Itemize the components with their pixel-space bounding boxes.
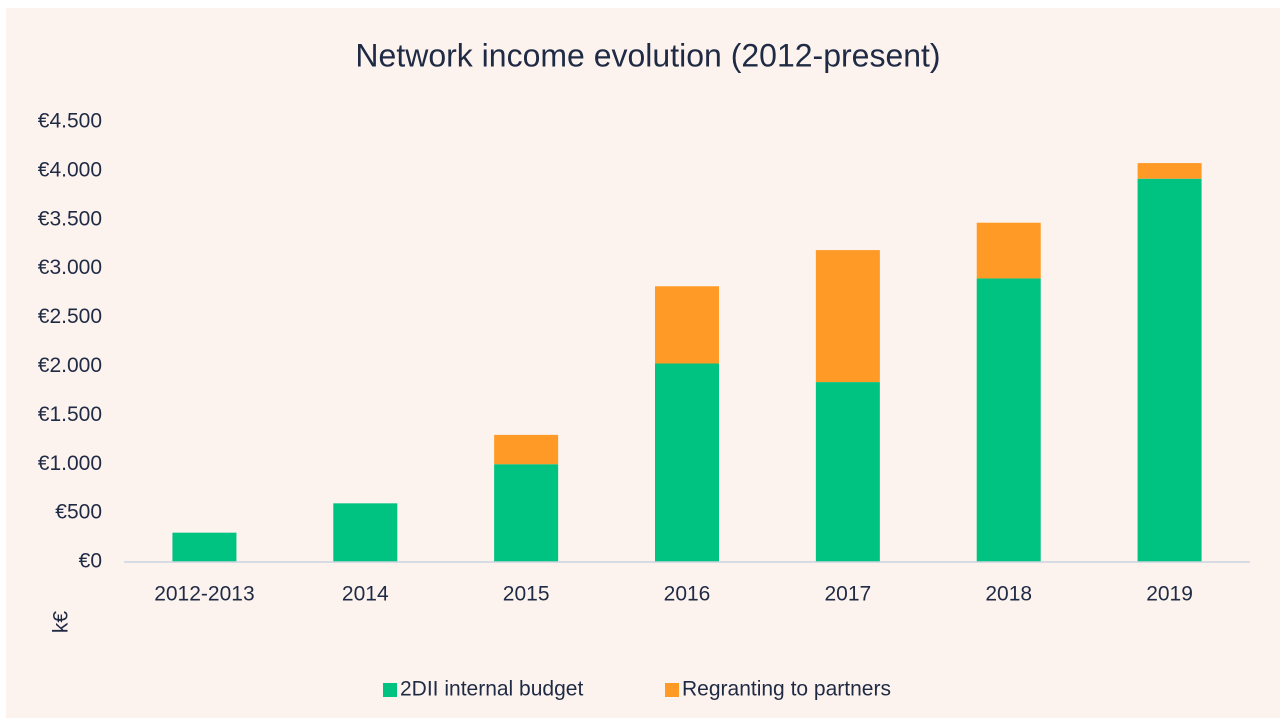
y-tick-label: €4.500 [38, 110, 102, 133]
y-tick-label: €3.500 [38, 207, 102, 230]
x-tick-label: 2019 [1146, 583, 1193, 606]
bar-segment [976, 278, 1041, 562]
bar-segment [172, 532, 237, 562]
y-tick-label: €500 [55, 501, 102, 524]
chart-title: Network income evolution (2012-present) [355, 37, 940, 73]
bar-segment [494, 464, 559, 562]
y-tick-label: €4.000 [38, 158, 102, 181]
bar-segment [815, 250, 880, 383]
y-tick-label: €2.500 [38, 305, 102, 328]
x-tick-label: 2015 [503, 583, 550, 606]
y-tick-label: €3.000 [38, 256, 102, 279]
x-tick-label: 2016 [664, 583, 711, 606]
x-tick-label: 2014 [342, 583, 389, 606]
chart-background [6, 8, 1280, 718]
y-tick-label: €2.000 [38, 354, 102, 377]
bar-segment [655, 286, 719, 364]
bar-segment [655, 363, 719, 562]
legend-swatch [383, 683, 397, 697]
x-tick-label: 2018 [985, 583, 1032, 606]
bar-segment [815, 382, 880, 562]
y-tick-label: €0 [79, 550, 102, 573]
y-tick-label: €1.000 [38, 452, 102, 475]
x-tick-label: 2012-2013 [154, 583, 254, 606]
bar-segment [333, 503, 398, 562]
x-tick-label: 2017 [824, 583, 871, 606]
legend-swatch [665, 683, 679, 697]
legend-label: 2DII internal budget [400, 678, 583, 701]
bar-segment [1137, 163, 1202, 179]
y-axis-label: k€ [50, 611, 73, 634]
y-tick-label: €1.500 [38, 403, 102, 426]
bar-segment [494, 434, 559, 465]
bar-segment [976, 222, 1041, 279]
bar-segment [1137, 178, 1202, 562]
legend-label: Regranting to partners [682, 678, 891, 701]
